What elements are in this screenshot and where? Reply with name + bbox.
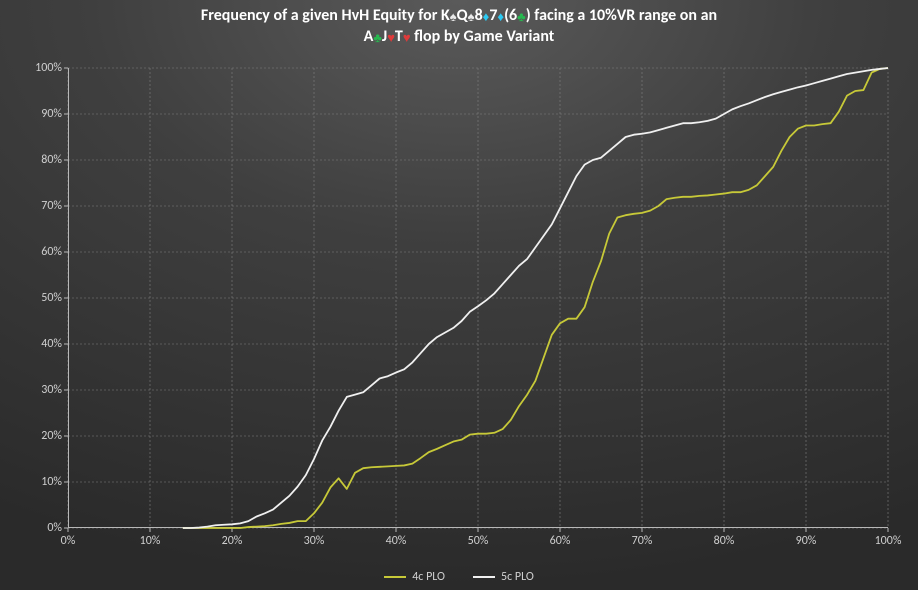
y-tick-label: 70% (12, 199, 62, 213)
y-tick-label: 90% (12, 107, 62, 121)
y-tick-label: 0% (12, 521, 62, 535)
legend-label: 5c PLO (501, 570, 534, 584)
x-tick-label: 90% (796, 534, 817, 548)
x-tick-label: 10% (140, 534, 161, 548)
y-tick-label: 80% (12, 153, 62, 167)
legend: 4c PLO 5c PLO (0, 568, 918, 584)
x-tick-label: 0% (61, 534, 76, 548)
legend-swatch (384, 576, 406, 578)
y-tick-label: 100% (12, 61, 62, 75)
y-tick-label: 60% (12, 245, 62, 259)
x-tick-label: 60% (550, 534, 571, 548)
x-tick-label: 40% (386, 534, 407, 548)
legend-item: 4c PLO (384, 570, 445, 584)
x-tick-label: 30% (304, 534, 325, 548)
legend-label: 4c PLO (412, 570, 445, 584)
y-tick-label: 10% (12, 475, 62, 489)
y-tick-label: 20% (12, 429, 62, 443)
plot-svg (68, 68, 888, 528)
chart-root: Frequency of a given HvH Equity for K♠Q♠… (0, 0, 918, 590)
legend-item: 5c PLO (473, 570, 534, 584)
y-tick-label: 30% (12, 383, 62, 397)
x-tick-label: 100% (875, 534, 902, 548)
y-tick-label: 40% (12, 337, 62, 351)
chart-title: Frequency of a given HvH Equity for K♠Q♠… (0, 6, 918, 48)
legend-swatch (473, 576, 495, 578)
plot-area: 0%10%20%30%40%50%60%70%80%90%100%0%10%20… (68, 68, 888, 528)
x-tick-label: 20% (222, 534, 243, 548)
y-tick-label: 50% (12, 291, 62, 305)
x-tick-label: 70% (632, 534, 653, 548)
x-tick-label: 80% (714, 534, 735, 548)
x-tick-label: 50% (468, 534, 489, 548)
